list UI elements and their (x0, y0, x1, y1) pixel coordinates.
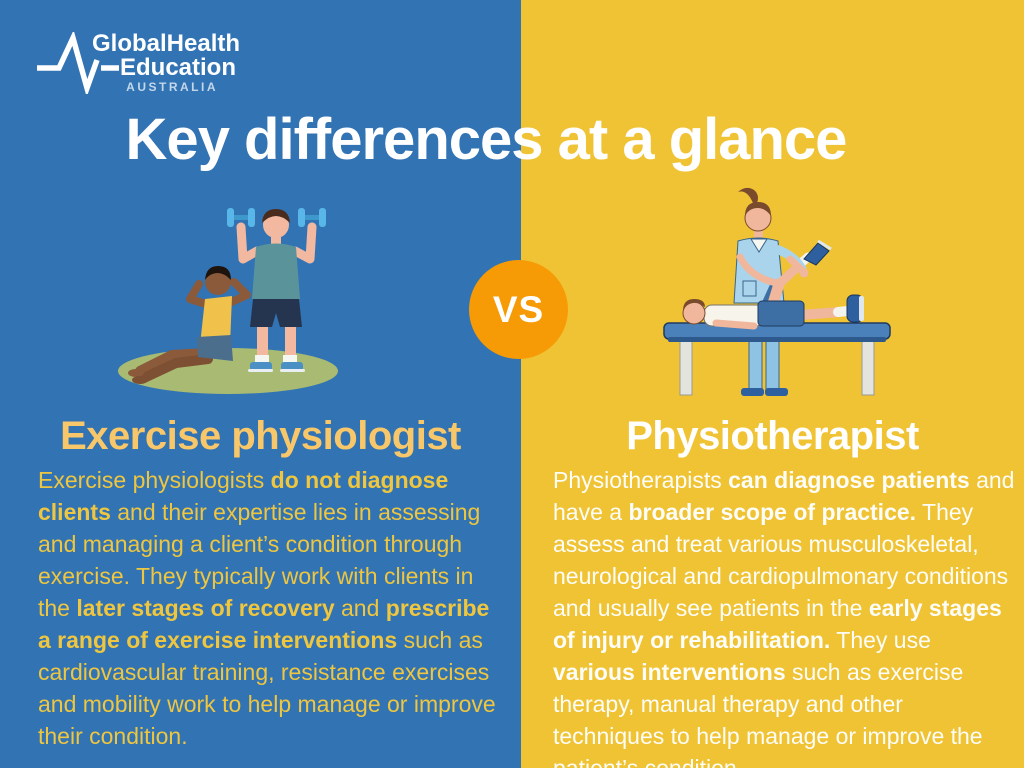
right-heading: Physiotherapist (626, 414, 919, 458)
brand-name-line3: AUSTRALIA (126, 80, 218, 94)
heartbeat-pulse-icon (37, 32, 119, 94)
vs-badge-label: VS (492, 288, 545, 330)
dumbbell-right-icon (298, 208, 326, 227)
people-exercising-illustration (118, 208, 338, 394)
left-paragraph: Exercise physiologists do not diagnose c… (38, 467, 496, 749)
physiotherapist-treating-patient-illustration (663, 187, 891, 396)
dumbbell-left-icon (227, 208, 255, 227)
brand-logo: GlobalHealth Education AUSTRALIA (33, 22, 243, 94)
brand-name-line1: GlobalHealth (92, 30, 241, 57)
treatment-table (663, 322, 891, 396)
patient (682, 239, 864, 330)
standing-person (227, 208, 326, 372)
page-title: Key differences at a glance (125, 107, 848, 172)
right-paragraph: Physiotherapists can diagnose patients a… (553, 467, 1015, 768)
left-heading: Exercise physiologist (60, 414, 461, 458)
sitting-person (128, 266, 251, 384)
therapist-arms (736, 244, 809, 289)
vs-badge: VS (469, 260, 568, 359)
brand-name-line2: Education (120, 54, 237, 81)
